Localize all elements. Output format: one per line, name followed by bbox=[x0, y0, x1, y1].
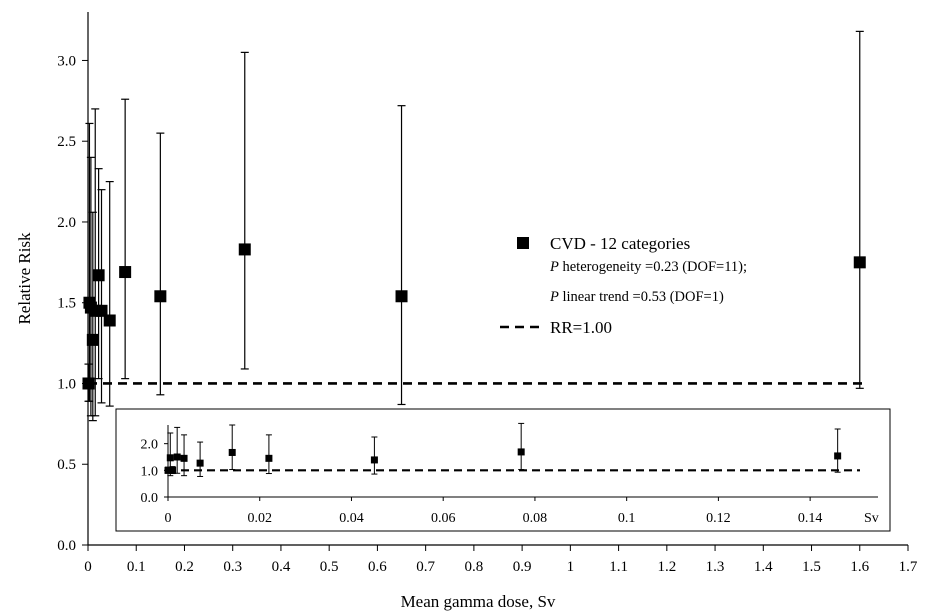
legend-trend: P linear trend =0.53 (DOF=1) bbox=[549, 289, 724, 305]
y-axis-title: Relative Risk bbox=[15, 232, 34, 325]
inset-x-tick-label: 0.1 bbox=[618, 511, 636, 526]
inset-y-tick-label: 0.0 bbox=[141, 491, 159, 506]
y-tick-label: 2.0 bbox=[57, 215, 76, 231]
inset-plot: 0 0.02 0.04 0.06 0.08 0.1 0.12 0.14 Sv 0.0 1.0 2.0 bbox=[115, 408, 891, 532]
x-tick-label: 1.6 bbox=[850, 559, 869, 575]
inset-x-tick-label: 0.06 bbox=[431, 511, 456, 526]
inset-data-point bbox=[169, 466, 177, 474]
inset-data-point bbox=[180, 454, 188, 462]
x-tick-label: 0.3 bbox=[223, 559, 242, 575]
y-tick-label: 0.5 bbox=[57, 457, 76, 473]
main-plot-area: 0 0.1 0.2 0.3 0.4 0.5 0.6 0.7 0.8 0.9 1 1.1 1.2 1.3 1.… bbox=[15, 12, 918, 611]
x-tick-label: 0.4 bbox=[272, 559, 291, 575]
data-point bbox=[103, 314, 116, 327]
x-tick-label: 1.5 bbox=[802, 559, 821, 575]
legend-series-label: CVD - 12 categories bbox=[550, 234, 690, 253]
data-point bbox=[119, 266, 132, 279]
inset-data-point bbox=[196, 459, 204, 467]
x-tick-label: 0.1 bbox=[127, 559, 146, 575]
inset-x-tick-label: 0.02 bbox=[247, 511, 272, 526]
y-tick-label: 1.5 bbox=[57, 296, 76, 312]
legend-heterogeneity: P heterogeneity =0.23 (DOF=11); bbox=[549, 259, 747, 275]
legend-trend-p: P bbox=[549, 289, 559, 305]
inset-x-axis-title: Sv bbox=[864, 511, 879, 526]
data-point bbox=[86, 333, 99, 346]
x-tick-label: 0 bbox=[84, 559, 92, 575]
x-tick-label: 1.4 bbox=[754, 559, 773, 575]
legend-heterogeneity-p: P bbox=[549, 259, 559, 275]
x-axis-title: Mean gamma dose, Sv bbox=[401, 592, 556, 611]
inset-data-point bbox=[164, 466, 172, 474]
data-point bbox=[238, 243, 251, 256]
x-tick-label: 0.2 bbox=[175, 559, 194, 575]
x-tick-label: 1 bbox=[567, 559, 575, 575]
inset-data-point bbox=[265, 454, 273, 462]
x-tick-label: 1.3 bbox=[706, 559, 725, 575]
inset-y-tick-label: 2.0 bbox=[141, 438, 159, 453]
legend-reference-label: RR=1.00 bbox=[550, 318, 612, 337]
data-point bbox=[395, 290, 408, 303]
y-tick-label: 2.5 bbox=[57, 134, 76, 150]
x-tick-label: 1.1 bbox=[609, 559, 628, 575]
x-tick-label: 0.9 bbox=[513, 559, 532, 575]
inset-data-point bbox=[173, 453, 181, 461]
legend-trend-text: linear trend =0.53 (DOF=1) bbox=[559, 289, 724, 305]
x-tick-label: 0.6 bbox=[368, 559, 387, 575]
data-point bbox=[92, 269, 105, 282]
inset-data-point bbox=[166, 454, 174, 462]
legend-marker bbox=[517, 237, 529, 249]
inset-y-tick-label: 1.0 bbox=[141, 464, 159, 479]
inset-x-tick-label: 0.14 bbox=[798, 511, 823, 526]
legend-heterogeneity-text: heterogeneity =0.23 (DOF=11); bbox=[559, 259, 747, 275]
x-tick-label: 0.7 bbox=[416, 559, 435, 575]
y-tick-label: 0.0 bbox=[57, 538, 76, 554]
data-point bbox=[95, 304, 108, 317]
inset-data-point bbox=[517, 448, 525, 456]
data-point bbox=[154, 290, 167, 303]
x-tick-label: 1.2 bbox=[657, 559, 676, 575]
inset-data-point bbox=[834, 452, 842, 460]
y-tick-label: 3.0 bbox=[57, 53, 76, 69]
inset-data-point bbox=[228, 448, 236, 456]
y-tick-label: 1.0 bbox=[57, 376, 76, 392]
data-point bbox=[853, 256, 866, 269]
legend: CVD - 12 categories P heterogeneity =0.23… bbox=[500, 234, 747, 337]
inset-x-tick-label: 0 bbox=[165, 511, 172, 526]
inset-x-tick-label: 0.12 bbox=[706, 511, 731, 526]
inset-x-tick-label: 0.08 bbox=[523, 511, 548, 526]
x-tick-label: 0.5 bbox=[320, 559, 339, 575]
x-tick-label: 1.7 bbox=[899, 559, 918, 575]
inset-x-tick-label: 0.04 bbox=[339, 511, 364, 526]
inset-data-point bbox=[370, 456, 378, 464]
x-tick-label: 0.8 bbox=[465, 559, 484, 575]
